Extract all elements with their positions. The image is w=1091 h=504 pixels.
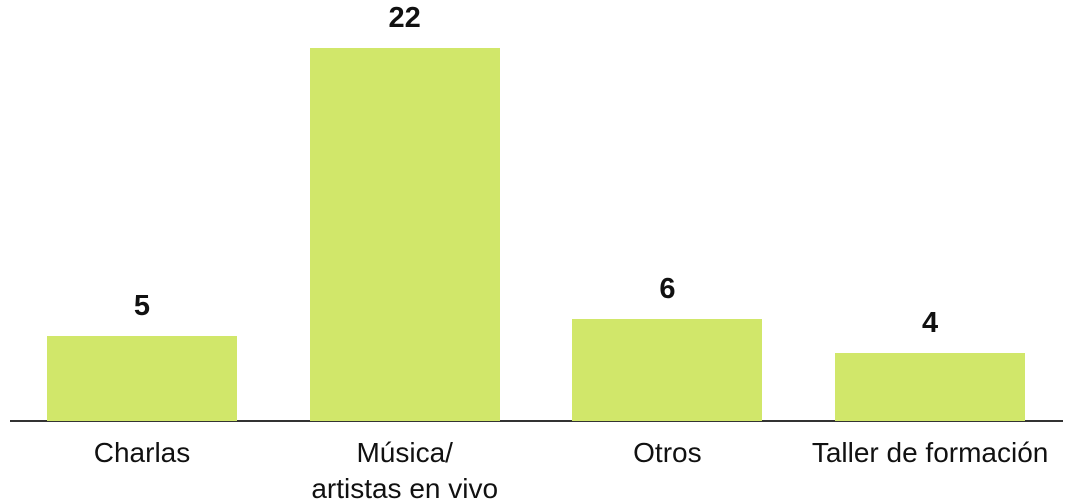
x-tick-label: Taller de formación: [811, 437, 1049, 468]
bar: [47, 336, 237, 421]
value-label: 6: [659, 273, 676, 306]
value-label: 22: [388, 2, 421, 34]
value-label: 5: [133, 290, 151, 323]
x-tick-label: Charlas: [93, 437, 191, 468]
bar: [835, 353, 1026, 421]
x-tick-label: Otros: [633, 437, 702, 468]
bar: [309, 48, 500, 421]
baseline: [10, 420, 1063, 422]
value-label: 4: [922, 307, 939, 340]
x-tick-label: Música/ artistas en vivo: [311, 437, 499, 504]
bar: [572, 319, 763, 421]
